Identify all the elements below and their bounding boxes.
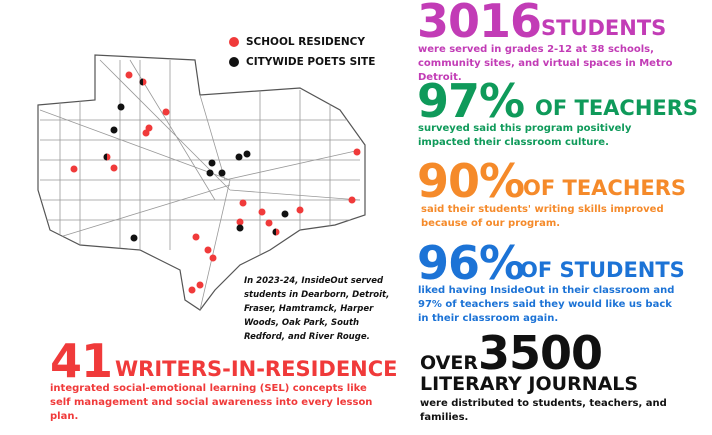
map — [37, 37, 366, 311]
legend-label: SCHOOL RESIDENCY — [246, 36, 365, 48]
stat-unit: STUDENTS — [541, 16, 667, 40]
stat-prefix: OVER — [420, 352, 478, 374]
stat-text: were served in grades 2-12 at 38 schools… — [418, 44, 673, 83]
legend-label: CITYWIDE POETS SITE — [246, 56, 376, 68]
stat-unit: OF TEACHERS — [523, 176, 687, 200]
stat-number: 96% — [417, 236, 525, 290]
stat-number: 41 — [50, 334, 113, 388]
stat-unit: OF TEACHERS — [535, 96, 699, 120]
stat-unit: WRITERS-IN-RESIDENCE — [115, 357, 398, 381]
stat-number: 3500 — [478, 326, 603, 380]
stat-text: integrated social-emotional learning (SE… — [50, 383, 373, 422]
stat-number: 3016 — [417, 0, 542, 48]
stat-unit: OF STUDENTS — [520, 258, 685, 282]
stat-text: liked having InsideOut in their classroo… — [418, 285, 675, 324]
map-caption: In 2023-24, InsideOut served students in… — [244, 276, 390, 342]
stat-unit: LITERARY JOURNALS — [420, 373, 639, 395]
stat-text: were distributed to students, teachers, … — [420, 398, 667, 423]
stat-text: said their students' writing skills impr… — [421, 204, 664, 229]
stat-number: 90% — [417, 154, 525, 208]
stat-number: 97% — [417, 74, 525, 128]
stat-text: surveyed said this program positively im… — [418, 123, 632, 148]
